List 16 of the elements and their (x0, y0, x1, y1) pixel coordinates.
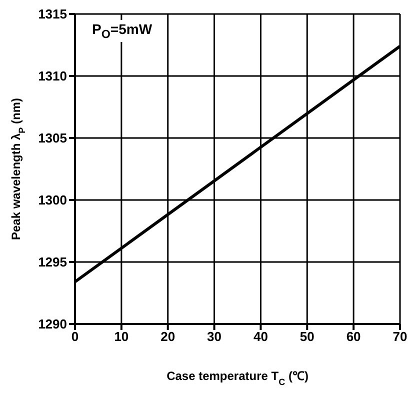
y-tick-label: 1305 (38, 130, 67, 146)
y-tick-label: 1315 (38, 6, 67, 22)
x-tick-label: 20 (160, 329, 176, 344)
x-tick-label: 50 (300, 329, 314, 344)
y-tick-label: 1310 (38, 68, 67, 84)
y-tick-label: 1300 (38, 192, 67, 208)
annotation: P$_{O}$=5mW (88, 20, 156, 42)
x-tick-label: 40 (253, 329, 268, 344)
x-axis-title: Case temperature T$_{C}$ (℃) (166, 369, 308, 387)
x-tick-label: 70 (392, 329, 408, 344)
y-tick-label: 1295 (38, 254, 67, 270)
x-tick-label: 10 (114, 329, 129, 344)
x-tick-label: 0 (71, 329, 79, 344)
y-tick-label: 1290 (38, 316, 67, 332)
x-tick-label: 60 (346, 329, 361, 344)
x-tick-label: 30 (207, 329, 222, 344)
